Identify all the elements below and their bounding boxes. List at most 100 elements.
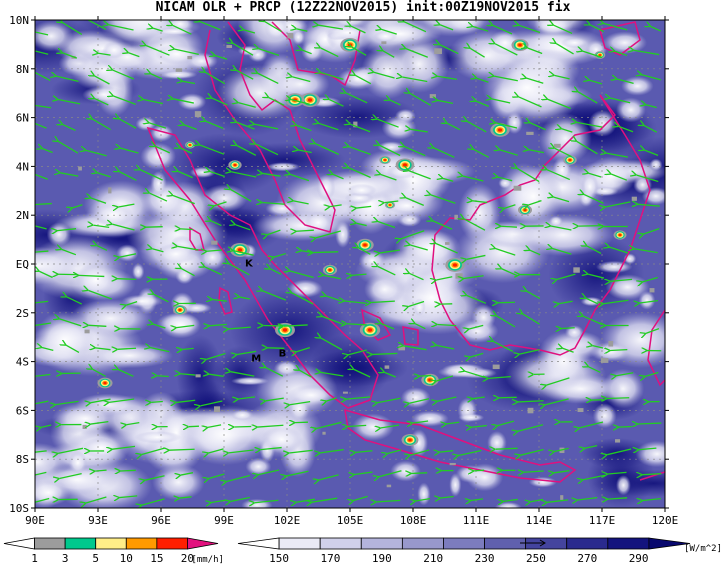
wind-arrow [320, 448, 344, 453]
wind-arrow [145, 475, 165, 480]
wind-arrow [415, 324, 426, 330]
lat-tick-label: 8S [16, 453, 29, 466]
wind-arrow [180, 148, 193, 154]
wind-arrow [464, 219, 486, 231]
cloud-patch [230, 376, 269, 386]
precip-cell-core [363, 243, 367, 247]
cloud-patch [304, 211, 332, 235]
wind-arrow [88, 290, 112, 300]
cloud-patch [621, 76, 654, 96]
lon-tick-label: 111E [463, 514, 490, 527]
precip-cell-core [497, 128, 503, 132]
precip-fleck [226, 44, 233, 48]
wind-arrow [561, 328, 575, 329]
wind-arrow [200, 145, 225, 155]
wind-arrow [476, 101, 489, 107]
wind-arrow [121, 148, 139, 154]
wind-arrow [577, 141, 598, 155]
wind-arrow [447, 422, 460, 424]
wind-arrow [374, 72, 395, 79]
precip-fleck [342, 391, 348, 394]
precip-cell-core [428, 378, 432, 382]
wind-arrow [357, 206, 372, 208]
precip-fleck [187, 55, 193, 60]
wind-arrow [57, 229, 77, 231]
wind-arrow [356, 223, 367, 227]
wind-arrow [438, 100, 454, 104]
wind-arrow [523, 314, 540, 325]
wind-arrow [258, 425, 284, 427]
wind-arrow [497, 316, 516, 328]
wind-arrow [477, 78, 489, 83]
wind-arrow [35, 497, 50, 503]
wind-arrow [495, 448, 518, 449]
wind-arrow [530, 250, 541, 256]
lat-tick-label: 10N [9, 14, 29, 27]
sulawesi-coastline [647, 309, 665, 387]
wind-arrow [144, 99, 163, 105]
wind-arrow [593, 346, 604, 349]
wind-arrow [315, 144, 340, 155]
wind-arrow [238, 103, 256, 108]
cloud-patch [494, 501, 522, 508]
wind-arrow [320, 48, 339, 58]
wind-arrow [240, 297, 250, 300]
wind-arrow [639, 448, 657, 450]
wind-arrow [173, 99, 194, 104]
wind-arrow [617, 79, 634, 84]
wind-arrow [95, 348, 111, 350]
wind-arrow [608, 498, 628, 499]
cloud-patch [373, 30, 398, 43]
precip-cell-core [452, 263, 458, 267]
precip-fleck [449, 462, 456, 466]
cloud-patch [237, 45, 261, 56]
wind-arrow [93, 369, 106, 377]
wind-arrow [178, 246, 199, 251]
wind-arrow [413, 421, 429, 423]
colorbar-swatch [156, 537, 188, 550]
precip-fleck [429, 94, 436, 99]
wind-arrow [504, 499, 518, 501]
wind-arrow [178, 171, 193, 179]
wind-arrow [498, 420, 515, 425]
wind-arrow [440, 451, 454, 452]
wind-arrow [231, 496, 250, 501]
cloud-patch [488, 30, 522, 56]
cloud-patch [75, 262, 117, 298]
wind-arrow [95, 99, 109, 106]
wind-arrow [518, 401, 544, 402]
wind-arrow [35, 225, 47, 230]
wind-arrow [527, 291, 541, 300]
precip-fleck [492, 364, 500, 370]
precip-fleck [573, 267, 580, 273]
colorbar-swatch [125, 537, 158, 550]
wind-arrow [109, 398, 135, 402]
wind-arrow [518, 424, 544, 432]
wind-arrow [554, 75, 570, 80]
wind-arrow [180, 497, 192, 498]
olr-unit-label: [W/m^2] [684, 544, 722, 554]
cloud-patch [152, 464, 205, 501]
wind-arrow [290, 271, 314, 279]
colorbar-swatch [278, 537, 321, 550]
wind-arrow [35, 250, 49, 253]
wind-arrow [470, 48, 485, 58]
wind-arrow [530, 123, 547, 131]
wind-arrow [467, 121, 487, 133]
cloud-patch [390, 460, 421, 482]
wind-arrow [233, 43, 254, 56]
wind-arrow [214, 201, 227, 206]
wind-arrow [233, 251, 254, 256]
wind-arrow [118, 203, 135, 207]
colorbar-swatch [443, 537, 485, 550]
wind-arrow [35, 72, 51, 81]
wind-arrow [470, 352, 484, 357]
wind-arrow [349, 168, 371, 179]
cloud-patch [413, 298, 426, 316]
wind-arrow [112, 224, 135, 231]
wind-arrow [175, 49, 199, 55]
wind-arrow [316, 230, 341, 238]
wind-arrow [91, 198, 107, 204]
wind-arrow [319, 25, 344, 30]
wind-arrow [346, 397, 371, 399]
